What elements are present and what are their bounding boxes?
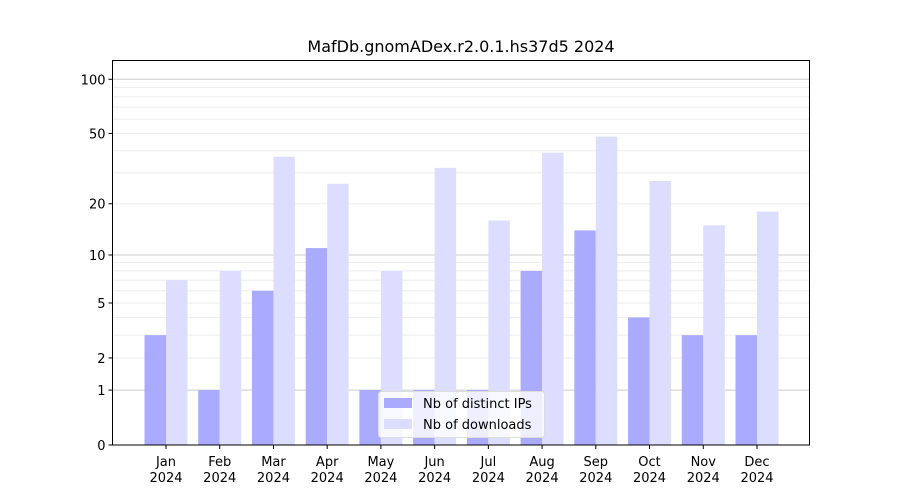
bar-distinct-ips [681,335,704,445]
bar-downloads [595,136,618,445]
x-tick-label: Jun 2024 [418,455,451,486]
bar-downloads [166,280,188,445]
legend-label: Nb of downloads [423,418,532,433]
y-tick-label: 100 [81,73,106,88]
bar-distinct-ips [735,335,757,445]
y-tick-label: 50 [89,127,106,142]
x-tick-label: Aug 2024 [526,455,559,486]
y-tick-label: 20 [89,198,106,213]
legend-swatch [384,398,412,408]
bar-distinct-ips [144,335,166,445]
bar-downloads [542,152,564,446]
bar-downloads [757,211,779,445]
y-tick-label: 2 [97,352,105,367]
x-tick-label: Oct 2024 [633,455,666,486]
x-tick-label: Dec 2024 [740,455,773,486]
bar-downloads [273,156,295,446]
x-tick-label: Jul 2024 [472,455,505,486]
x-tick-label: Feb 2024 [203,455,236,486]
bar-downloads [703,225,725,445]
bar-downloads [219,270,242,445]
legend: Nb of distinct IPs Nb of downloads [378,391,545,438]
y-tick-label: 0 [97,439,105,454]
bar-distinct-ips [198,390,220,445]
x-tick-label: May 2024 [364,455,397,486]
legend-swatch [384,419,412,429]
y-tick-label: 1 [97,384,105,399]
bar-downloads [434,167,457,445]
bar-distinct-ips [628,317,650,445]
x-tick-label: Mar 2024 [257,455,290,486]
bar-downloads [488,220,510,445]
y-tick-label: 5 [97,297,105,312]
bar-distinct-ips [359,390,381,445]
x-tick-label: Nov 2024 [687,455,720,486]
chart-title: MafDb.gnomADex.r2.0.1.hs37d5 2024 [307,37,614,56]
x-tick-label: Jan 2024 [149,455,182,486]
bar-distinct-ips [574,230,596,445]
bar-distinct-ips [251,290,274,445]
x-tick-label: Apr 2024 [311,455,344,486]
x-tick-label: Sep 2024 [579,455,612,486]
y-tick-label: 10 [89,249,106,264]
legend-label: Nb of distinct IPs [423,397,532,412]
legend-box [378,391,545,438]
bar-downloads [327,183,349,446]
bar-downloads [649,180,672,446]
axes-frame [112,60,810,446]
bar-distinct-ips [305,248,328,445]
